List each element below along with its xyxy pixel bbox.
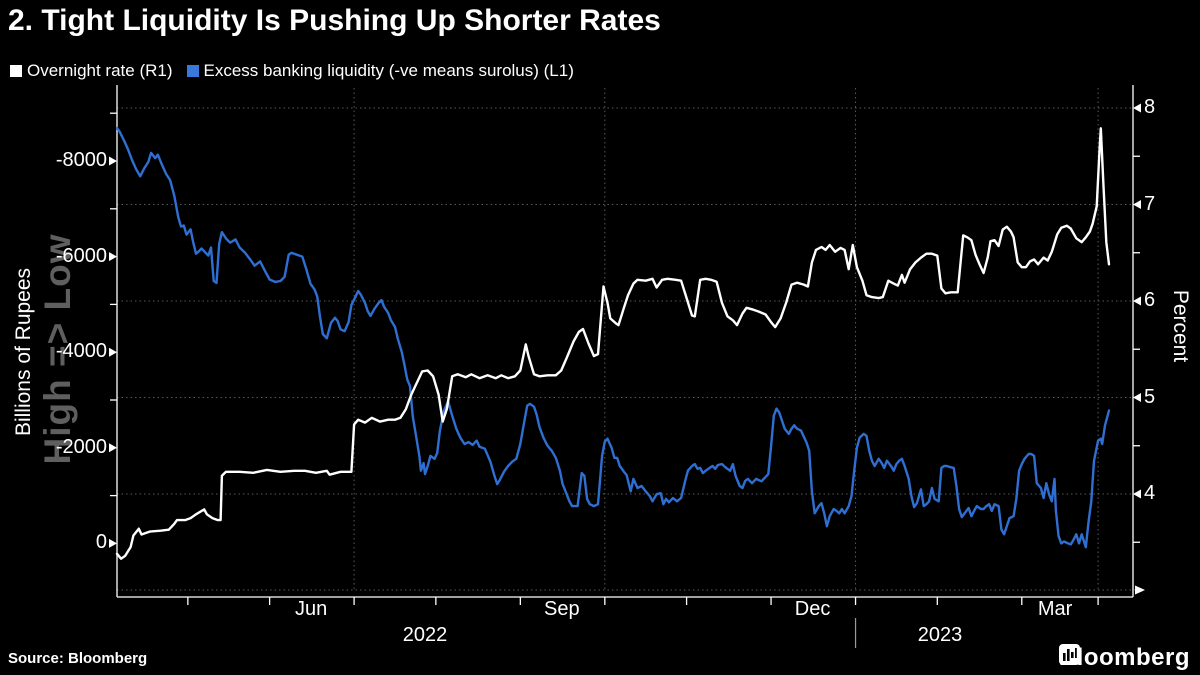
right-axis-tick-label: 5	[1144, 385, 1156, 408]
right-tick-arrow-icon	[1133, 393, 1141, 402]
x-month-label: Mar	[1037, 598, 1073, 620]
right-tick-arrow-icon	[1133, 296, 1141, 306]
right-axis-tick-label: 4	[1144, 482, 1156, 504]
bloomberg-chart-icon	[1058, 644, 1080, 665]
left-tick-arrow-icon	[109, 443, 117, 453]
legend-label-excess-liquidity: Excess banking liquidity (-ve means suro…	[203, 61, 574, 80]
right-tick-arrow-icon	[1133, 200, 1141, 209]
left-tick-arrow-icon	[109, 347, 117, 357]
left-tick-arrow-icon	[109, 538, 117, 548]
legend-label-overnight-rate: Overnight rate (R1)	[27, 61, 173, 80]
legend-item-overnight-rate: Overnight rate (R1)	[10, 61, 173, 81]
legend: Overnight rate (R1) Excess banking liqui…	[10, 61, 574, 81]
left-tick-arrow-icon	[109, 156, 117, 166]
x-month-label: Dec	[794, 598, 831, 620]
page-title: 2. Tight Liquidity Is Pushing Up Shorter…	[8, 4, 661, 37]
legend-item-excess-liquidity: Excess banking liquidity (-ve means suro…	[186, 61, 574, 81]
right-axis-tick-label: 7	[1144, 192, 1156, 215]
right-axis-tick-label: 6	[1144, 289, 1156, 311]
left-axis-tick-label: -4000	[55, 340, 107, 363]
x-year-label: 2022	[402, 624, 448, 646]
x-axis-arrow-icon	[1135, 585, 1145, 595]
right-axis-tick-label: 8	[1144, 96, 1156, 118]
bloomberg-logo: Bloomberg	[1058, 644, 1190, 672]
bloomberg-logo-text: Bloomberg	[1058, 644, 1190, 671]
left-axis-tick-label: -2000	[55, 435, 107, 458]
left-axis-tick-label: 0	[95, 531, 107, 554]
x-month-label: Jun	[294, 598, 328, 620]
overnight-rate-line	[115, 127, 1111, 560]
x-year-label: 2023	[917, 624, 963, 646]
left-axis-tick-label: -8000	[55, 149, 107, 171]
left-axis-tick-label: -6000	[55, 244, 107, 267]
left-tick-arrow-icon	[109, 252, 117, 262]
legend-swatch-white-icon	[10, 65, 22, 77]
excess-liquidity-line	[115, 126, 1111, 549]
source-note: Source: Bloomberg	[8, 650, 148, 667]
right-tick-arrow-icon	[1133, 489, 1141, 499]
x-month-label: Sep	[544, 598, 580, 620]
legend-swatch-blue-icon	[186, 65, 199, 77]
right-tick-arrow-icon	[1133, 103, 1141, 113]
